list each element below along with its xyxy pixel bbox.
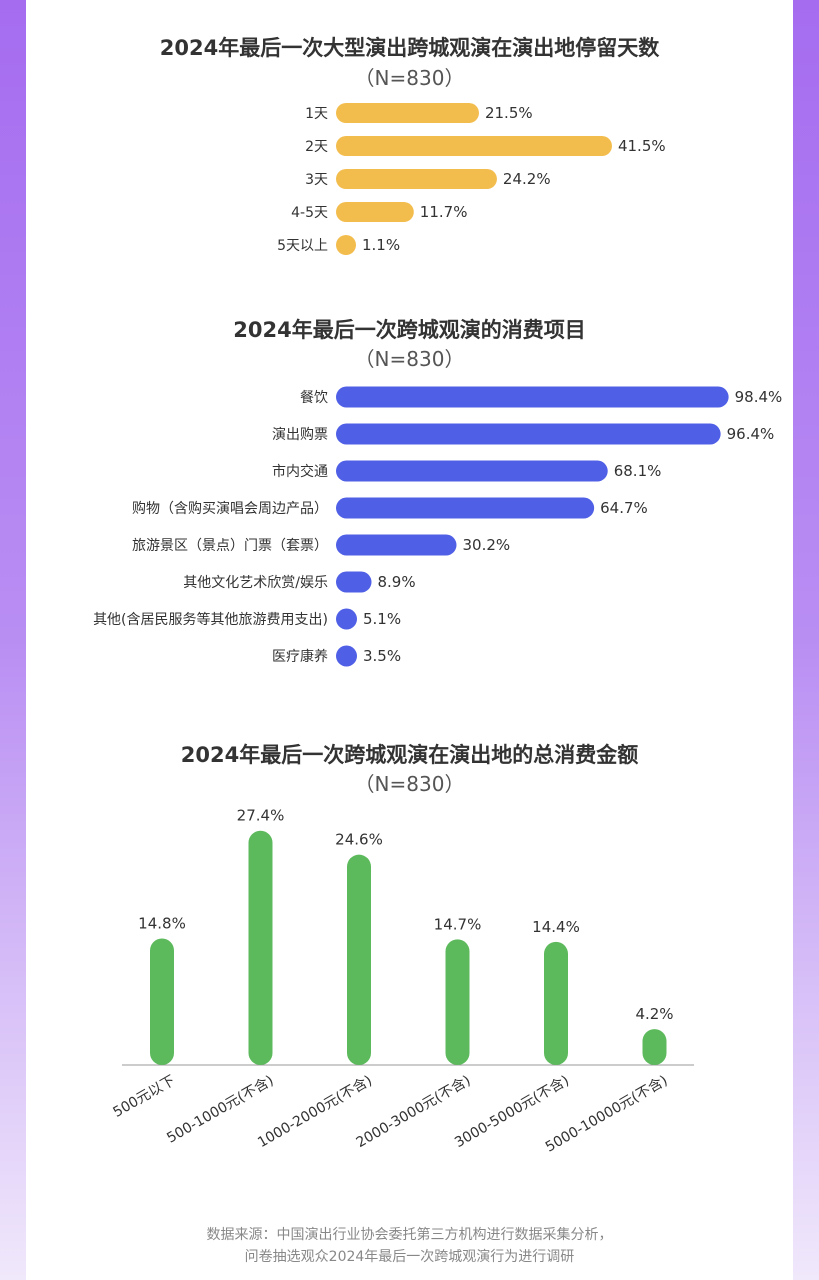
footer-line-1: 数据来源：中国演出行业协会委托第三方机构进行数据采集分析， [206, 1227, 613, 1243]
value-label: 1.1% [362, 236, 400, 254]
chart1-subtitle: （N=830） [354, 66, 465, 90]
bar [336, 571, 372, 593]
chart3-title: 2024年最后一次跨城观演在演出地的总消费金额 [180, 743, 639, 767]
data-source-note: 数据来源：中国演出行业协会委托第三方机构进行数据采集分析， 问卷抽选观众2024… [0, 1224, 819, 1268]
value-label: 27.4% [237, 807, 285, 825]
category-label: 3天 [305, 172, 328, 188]
bar [336, 136, 612, 156]
bar [336, 202, 414, 222]
category-label: 医疗康养 [272, 648, 328, 665]
category-label: 餐饮 [300, 390, 328, 406]
bar [150, 938, 174, 1065]
category-label: 旅游景区（景点）门票（套票） [132, 538, 328, 554]
category-label: 500元以下 [110, 1073, 178, 1121]
value-label: 30.2% [462, 536, 510, 554]
value-label: 96.4% [727, 425, 775, 443]
value-label: 98.4% [735, 388, 783, 406]
chart2-subtitle: （N=830） [354, 347, 465, 371]
category-label: 4-5天 [291, 205, 328, 221]
category-label: 1天 [305, 106, 328, 122]
bar [336, 423, 721, 445]
value-label: 24.6% [335, 831, 383, 849]
value-label: 68.1% [614, 462, 662, 480]
footer-line-2: 问卷抽选观众2024年最后一次跨城观演行为进行调研 [244, 1249, 575, 1265]
value-label: 8.9% [378, 573, 416, 591]
bar [336, 460, 608, 482]
category-label: 2天 [305, 139, 328, 155]
spending-items-chart: 餐饮 98.4% 演出购票 96.4% 市内交通 68.1% 购物（含购买演唱会周边产品） 6… [93, 386, 783, 667]
bar [336, 534, 457, 556]
value-label: 41.5% [618, 137, 666, 155]
category-label: 其他文化艺术欣赏/娱乐 [183, 575, 328, 591]
value-label: 14.4% [532, 918, 580, 936]
category-label: 5天以上 [277, 238, 328, 254]
chart2-title: 2024年最后一次跨城观演的消费项目 [233, 318, 586, 342]
bar [336, 645, 357, 667]
bar [248, 830, 273, 1065]
category-label: 其他(含居民服务等其他旅游费用支出) [93, 611, 328, 628]
value-label: 14.8% [138, 914, 186, 932]
value-label: 64.7% [600, 499, 648, 517]
bar [336, 497, 595, 519]
bar [347, 854, 371, 1065]
bar [336, 169, 497, 189]
bar [336, 608, 357, 630]
stay-days-chart: 1天 21.5% 2天 41.5% 3天 24.2% 4-5天 11.7% 5天以上 1.1% [277, 103, 666, 255]
chart1-title: 2024年最后一次大型演出跨城观演在演出地停留天数 [159, 36, 660, 60]
bar [445, 939, 470, 1065]
value-label: 21.5% [485, 104, 533, 122]
bar [336, 103, 479, 123]
bar [336, 386, 729, 408]
bar [642, 1029, 667, 1065]
value-label: 11.7% [420, 203, 468, 221]
category-label: 购物（含购买演唱会周边产品） [132, 501, 328, 517]
category-label: 演出购票 [272, 427, 328, 443]
category-label: 市内交通 [272, 463, 328, 480]
value-label: 24.2% [503, 170, 551, 188]
value-label: 3.5% [363, 647, 401, 665]
bar [544, 941, 568, 1065]
total-spending-chart: 14.8%500元以下27.4%500-1000元(不含)24.6%1000-2… [110, 807, 694, 1156]
chart3-subtitle: （N=830） [354, 772, 465, 796]
bar [336, 235, 356, 255]
value-label: 4.2% [635, 1005, 673, 1023]
value-label: 14.7% [434, 915, 482, 933]
value-label: 5.1% [363, 610, 401, 628]
